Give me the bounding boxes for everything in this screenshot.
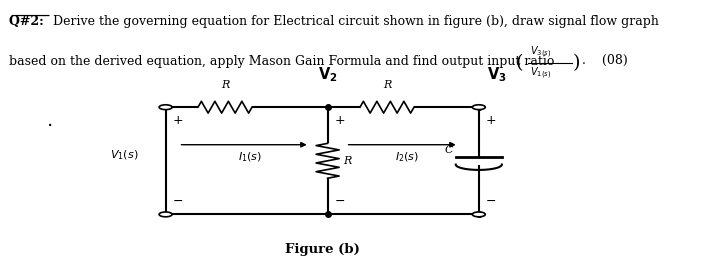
- Text: Derive the governing equation for Electrical circuit shown in figure (b), draw s: Derive the governing equation for Electr…: [53, 15, 659, 28]
- Circle shape: [472, 212, 485, 217]
- Text: −: −: [486, 195, 497, 207]
- Circle shape: [472, 105, 485, 110]
- Text: −: −: [173, 195, 184, 207]
- Text: .    (08): . (08): [582, 54, 628, 67]
- Text: $V_1(s)$: $V_1(s)$: [109, 149, 138, 162]
- Text: ): ): [573, 54, 580, 72]
- Text: (: (: [516, 54, 523, 72]
- Text: +: +: [335, 114, 346, 127]
- Text: R: R: [343, 156, 352, 166]
- Text: $V_{3(s)}$: $V_{3(s)}$: [530, 44, 552, 60]
- Text: R: R: [383, 80, 391, 90]
- Text: $I_2(s)$: $I_2(s)$: [395, 150, 419, 163]
- Text: +: +: [173, 114, 184, 127]
- Text: +: +: [486, 114, 497, 127]
- Text: C: C: [444, 145, 453, 155]
- Text: R: R: [221, 80, 229, 90]
- Text: $\mathbf{V_3}$: $\mathbf{V_3}$: [487, 66, 507, 84]
- Text: $V_{1(s)}$: $V_{1(s)}$: [530, 66, 552, 81]
- Text: $I_1(s)$: $I_1(s)$: [238, 150, 262, 163]
- Circle shape: [159, 105, 172, 110]
- Text: based on the derived equation, apply Mason Gain Formula and find output input ra: based on the derived equation, apply Mas…: [9, 55, 559, 68]
- Text: −: −: [335, 195, 346, 207]
- Circle shape: [159, 212, 172, 217]
- Text: .: .: [47, 111, 53, 130]
- Text: Figure (b): Figure (b): [285, 243, 359, 256]
- Text: Q#2:: Q#2:: [9, 15, 48, 28]
- Text: $\mathbf{V_2}$: $\mathbf{V_2}$: [318, 66, 338, 84]
